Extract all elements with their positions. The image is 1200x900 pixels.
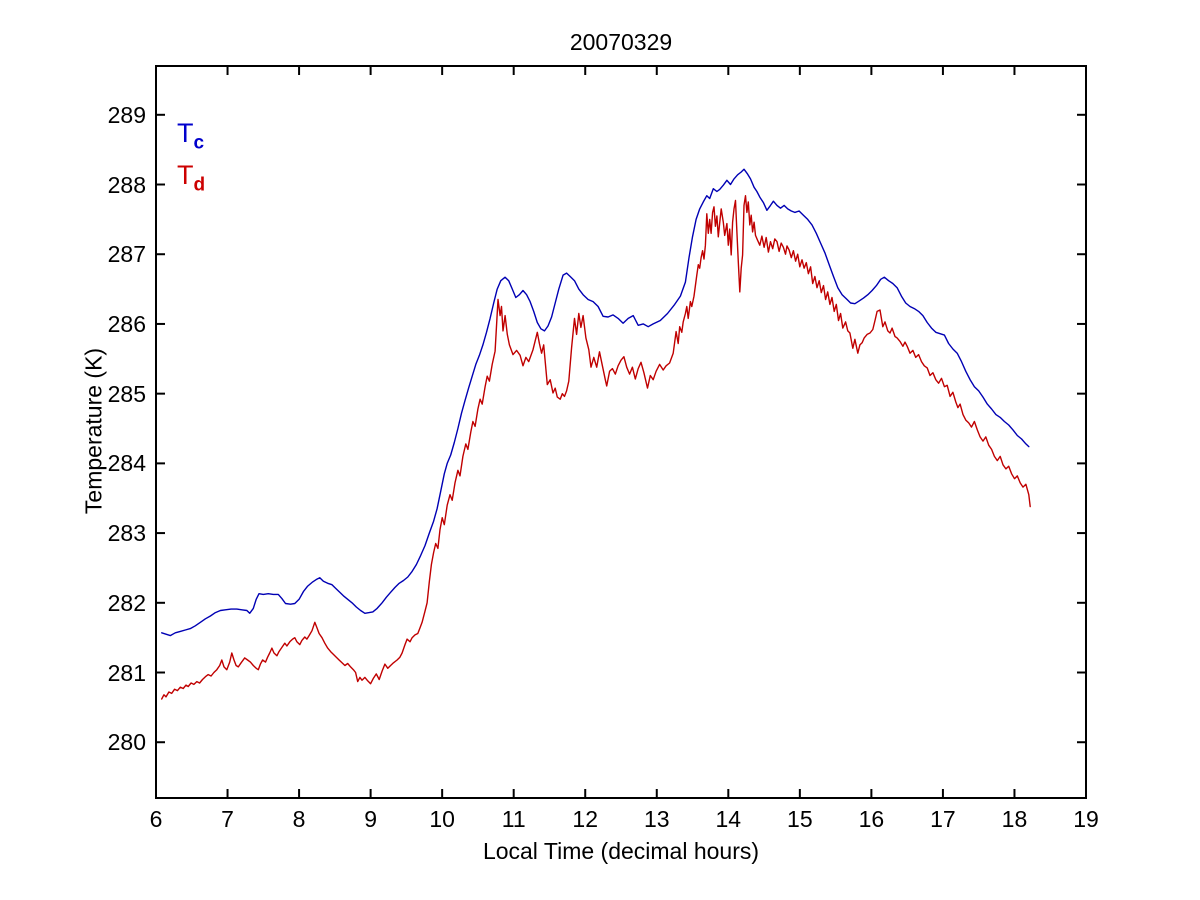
legend: Tc Td: [177, 115, 205, 199]
x-tick-label: 14: [715, 806, 742, 832]
x-tick-label: 18: [1001, 806, 1028, 832]
y-tick-label: 281: [107, 659, 146, 686]
y-tick-label: 288: [107, 171, 146, 198]
legend-item-td: Td: [177, 157, 205, 199]
x-tick-label: 10: [429, 806, 455, 832]
x-tick-label: 13: [643, 806, 670, 832]
plot-border: [155, 65, 1087, 799]
x-tick-label: 12: [572, 806, 599, 832]
x-tick-label: 15: [787, 806, 813, 832]
x-tick-label: 17: [930, 806, 956, 832]
x-tick-label: 19: [1073, 806, 1099, 832]
chart-title: 20070329: [569, 29, 673, 55]
x-tick-label: 9: [364, 806, 377, 832]
legend-label-td-base: T: [177, 159, 194, 190]
y-tick-label: 287: [107, 241, 146, 268]
x-tick-label: 7: [221, 806, 234, 832]
x-tick-label: 6: [149, 806, 163, 832]
legend-label-td-sub: d: [193, 174, 206, 196]
y-tick-label: 284: [107, 450, 146, 477]
y-tick-label: 280: [107, 729, 146, 756]
y-tick-label: 283: [107, 520, 146, 547]
series-line-td: [160, 194, 1031, 700]
series-line-tc: [160, 168, 1030, 637]
x-tick-label: 11: [501, 806, 526, 832]
x-tick-label: 16: [858, 806, 885, 832]
y-tick-label: 282: [107, 589, 146, 616]
x-axis-label: Local Time (decimal hours): [482, 838, 760, 864]
y-tick-label: 286: [107, 310, 146, 337]
y-tick-label: 285: [107, 380, 146, 407]
x-tick-label: 8: [292, 806, 306, 832]
legend-item-tc: Tc: [177, 115, 205, 157]
y-tick-label: 289: [107, 101, 146, 128]
legend-label-tc-base: T: [177, 118, 194, 148]
y-axis-label: Temperature (K): [80, 347, 107, 515]
legend-label-tc-sub: c: [193, 132, 205, 154]
